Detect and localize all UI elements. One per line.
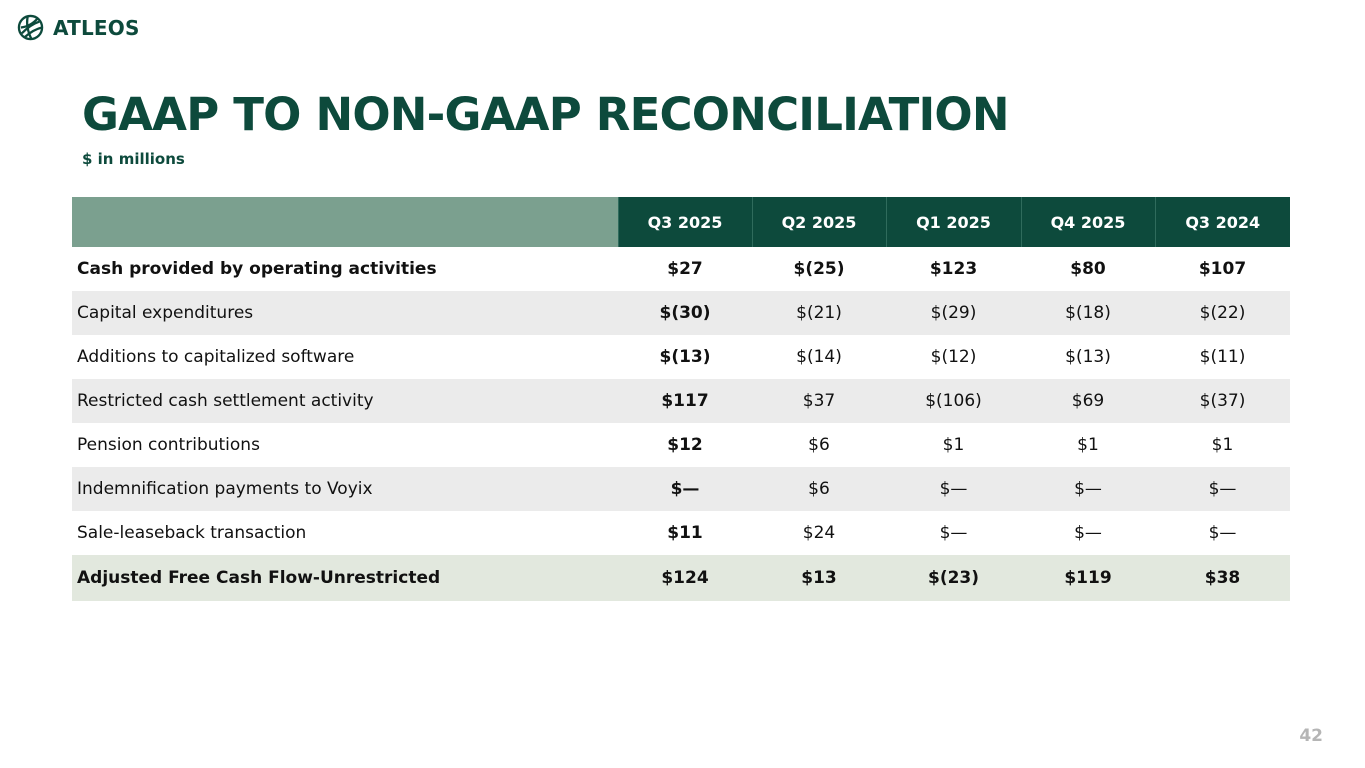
table-cell: $(106) [886,379,1021,423]
globe-logo-icon [17,14,44,41]
total-cell: $13 [752,555,886,601]
column-header: Q3 2024 [1154,197,1290,247]
column-header: Q4 2025 [1020,197,1155,247]
table-cell: $117 [618,379,752,423]
table-cell: $12 [667,435,703,455]
row-label: Capital expenditures [72,291,618,335]
table-row: Sale-leaseback transaction $11 $24 $— $—… [72,511,1290,555]
total-row: Adjusted Free Cash Flow-Unrestricted $12… [72,555,1290,601]
table-cell: $— [939,523,968,543]
brand-logo: ATLEOS [17,14,140,41]
table-cell: $(21) [752,291,886,335]
table-cell: $— [886,467,1021,511]
row-label: Restricted cash settlement activity [72,379,618,423]
table-cell: $1 [942,435,965,455]
row-label: Indemnification payments to Voyix [72,467,618,511]
table-cell: $80 [1070,259,1106,279]
row-label: Pension contributions [77,435,260,455]
label-column-header [72,197,618,247]
table-cell: $(30) [618,291,752,335]
total-cell: $124 [618,555,752,601]
table-row: Pension contributions $12 $6 $1 $1 $1 [72,423,1290,467]
table-row: Capital expenditures $(30) $(21) $(29) $… [72,291,1290,335]
total-cell: $(23) [886,555,1021,601]
page-number: 42 [1299,726,1323,746]
column-header: Q2 2025 [751,197,886,247]
row-label: Cash provided by operating activities [77,259,437,279]
table-cell: $(14) [796,347,842,367]
brand-name: ATLEOS [53,15,140,40]
table-cell: $— [1208,523,1237,543]
table-cell: $11 [667,523,703,543]
table-cell: $(12) [930,347,977,367]
page-subtitle: $ in millions [82,150,185,168]
table-cell: $(13) [1065,347,1111,367]
table-cell: $(13) [659,347,711,367]
total-row-label: Adjusted Free Cash Flow-Unrestricted [72,555,618,601]
column-header: Q1 2025 [885,197,1021,247]
reconciliation-table: Q3 2025 Q2 2025 Q1 2025 Q4 2025 Q3 2024 … [72,197,1290,601]
table-cell: $24 [802,523,836,543]
table-cell: $— [1155,467,1290,511]
table-cell: $(18) [1021,291,1155,335]
table-row: Indemnification payments to Voyix $— $6 … [72,467,1290,511]
table-cell: $6 [808,435,830,455]
table-header-row: Q3 2025 Q2 2025 Q1 2025 Q4 2025 Q3 2024 [72,197,1290,247]
table-cell: $(37) [1155,379,1290,423]
table-row: Cash provided by operating activities $2… [72,247,1290,291]
column-header: Q3 2025 [617,197,752,247]
table-cell: $— [1021,467,1155,511]
table-cell: $6 [752,467,886,511]
page-title: GAAP TO NON-GAAP RECONCILIATION [82,88,1010,141]
total-cell: $119 [1021,555,1155,601]
table-cell: $— [1074,523,1102,543]
table-cell: $(29) [886,291,1021,335]
table-cell: $(22) [1155,291,1290,335]
table-cell: $1 [1077,435,1099,455]
table-row: Restricted cash settlement activity $117… [72,379,1290,423]
table-cell: $27 [667,259,703,279]
row-label: Sale-leaseback transaction [77,523,307,543]
table-cell: $123 [929,259,978,279]
table-row: Additions to capitalized software $(13) … [72,335,1290,379]
table-cell: $37 [752,379,886,423]
table-cell: $— [618,467,752,511]
row-label: Additions to capitalized software [77,347,355,367]
table-cell: $107 [1198,259,1247,279]
table-cell: $69 [1021,379,1155,423]
table-cell: $(25) [793,259,845,279]
total-cell: $38 [1155,555,1290,601]
table-cell: $1 [1211,435,1234,455]
table-cell: $(11) [1199,347,1246,367]
